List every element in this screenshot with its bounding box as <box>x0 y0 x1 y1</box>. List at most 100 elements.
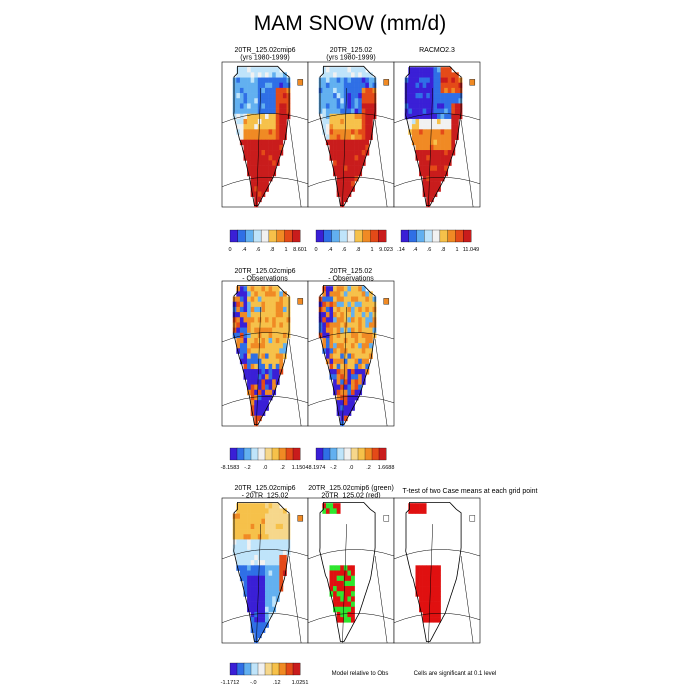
map-cell <box>354 113 359 120</box>
map-cell <box>250 296 255 303</box>
map-cell <box>265 554 269 561</box>
map-cell <box>254 606 259 613</box>
map-cell <box>257 317 262 323</box>
map-cell <box>257 196 262 203</box>
map-cell <box>265 348 269 354</box>
map-cell <box>247 150 251 156</box>
map-cell <box>239 108 244 115</box>
colorbar-tick-label: .0 <box>349 465 354 471</box>
map-cell <box>250 570 255 576</box>
map-cell <box>419 575 423 582</box>
map-cell <box>239 67 244 73</box>
map-cell <box>272 87 277 94</box>
map-cell <box>279 327 284 334</box>
map-cell <box>279 508 284 514</box>
map-cell <box>336 394 341 401</box>
map-cell <box>243 518 248 525</box>
map-cell <box>365 343 370 349</box>
map-cell <box>447 77 452 84</box>
map-cell <box>354 389 359 396</box>
map-cell <box>318 93 323 99</box>
map-cell <box>254 523 259 530</box>
map-cell <box>340 191 345 197</box>
map-cell <box>408 82 413 89</box>
map-cell <box>261 150 266 156</box>
colorbar-5: -1.1712 -.0.12 1.0251 <box>221 662 308 686</box>
map-cell <box>440 124 445 130</box>
map-cell <box>333 570 337 576</box>
map-cell <box>272 332 277 339</box>
map-cell <box>247 606 251 613</box>
map-cell <box>358 332 363 339</box>
map-cell <box>458 103 463 109</box>
map-cell <box>265 523 269 530</box>
map-cell <box>279 322 284 328</box>
map-cell <box>275 554 280 561</box>
map-cell <box>322 98 327 104</box>
map-cell <box>236 77 241 84</box>
map-cell <box>454 118 459 125</box>
map-cell <box>347 191 352 197</box>
map-cell <box>250 586 255 592</box>
map-cell <box>325 301 330 308</box>
map-cell <box>365 291 370 297</box>
map-cell <box>340 77 345 84</box>
map-cell <box>279 139 284 146</box>
map-cell <box>358 379 363 385</box>
map-cell <box>351 291 355 297</box>
map-cell <box>333 580 337 587</box>
map-cell <box>419 508 423 514</box>
map-cell <box>236 539 241 545</box>
map-cell <box>451 93 456 99</box>
map-cell <box>250 134 255 140</box>
island <box>297 515 304 522</box>
map-cell <box>458 98 463 104</box>
map-cell <box>329 312 334 318</box>
map-cell <box>272 508 277 514</box>
map-cell <box>247 518 251 525</box>
map-cell <box>333 134 337 140</box>
map-cell <box>336 379 341 385</box>
map-cell <box>340 108 345 115</box>
map-cell <box>429 606 434 613</box>
map-cell <box>250 358 255 365</box>
map-cell <box>279 296 284 303</box>
map-cell <box>433 67 438 73</box>
map-cell <box>426 87 431 94</box>
map-cell <box>336 405 341 411</box>
map-cell <box>333 77 337 84</box>
map-cell <box>354 118 359 125</box>
map-cell <box>336 327 341 334</box>
map-cell <box>268 369 273 375</box>
map-cell <box>347 586 352 592</box>
map-cell <box>343 415 348 422</box>
map-cell <box>354 374 359 380</box>
map-cell <box>340 570 345 576</box>
map-cell <box>351 358 355 365</box>
map-cell <box>325 87 330 94</box>
colorbar-tick-label: 1.6688 <box>378 465 395 471</box>
map-cell <box>254 124 259 130</box>
map-cell <box>361 118 366 125</box>
map-cell <box>333 332 337 339</box>
map-cell <box>268 103 273 109</box>
map-cell <box>272 549 277 556</box>
map-cell <box>365 348 370 354</box>
map-cell <box>272 72 277 78</box>
map-cell <box>365 72 370 78</box>
map-cell <box>243 353 248 359</box>
map-cell <box>286 544 291 551</box>
map-cell <box>257 82 262 89</box>
map-cell <box>368 348 373 354</box>
map-cell <box>426 196 431 203</box>
map-cell <box>372 87 377 94</box>
map-cell <box>451 129 456 135</box>
map-cell <box>433 617 438 623</box>
map-cell <box>232 82 237 89</box>
map-cell <box>286 296 291 303</box>
map-cell <box>426 139 431 146</box>
map-cell <box>265 93 269 99</box>
map-cell <box>419 134 423 140</box>
map-cell <box>411 98 416 104</box>
map-cell <box>351 118 355 125</box>
